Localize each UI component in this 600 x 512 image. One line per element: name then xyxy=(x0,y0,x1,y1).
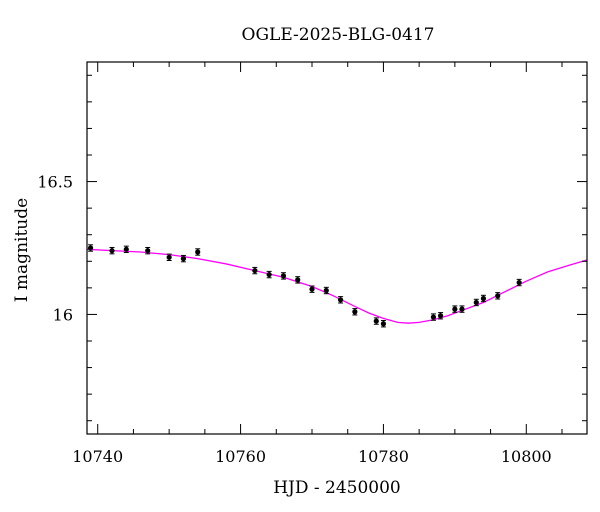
data-point xyxy=(380,320,387,328)
data-marker xyxy=(495,293,501,299)
data-marker xyxy=(480,295,487,302)
model-layer xyxy=(86,248,588,324)
y-axis-label: I magnitude xyxy=(12,198,32,302)
data-marker xyxy=(145,248,151,254)
ticks-layer xyxy=(87,62,587,434)
data-point xyxy=(495,292,501,300)
data-point xyxy=(280,272,287,280)
data-point xyxy=(145,246,151,255)
data-marker xyxy=(352,309,358,315)
data-point xyxy=(266,270,272,279)
data-marker xyxy=(295,277,301,283)
data-marker xyxy=(323,287,329,294)
data-marker xyxy=(252,267,258,274)
tick-labels: 10740 10760 10780 10800 16 16.5 xyxy=(37,173,551,466)
x-tick-label: 10780 xyxy=(358,447,409,466)
data-marker xyxy=(373,318,379,324)
data-point xyxy=(459,305,465,313)
data-point xyxy=(180,254,187,263)
data-point xyxy=(452,305,458,313)
data-point xyxy=(195,248,201,256)
x-tick-label: 10740 xyxy=(72,447,123,466)
x-tick-label: 10760 xyxy=(215,447,266,466)
data-marker xyxy=(516,279,522,286)
data-marker xyxy=(166,254,172,260)
data-point xyxy=(337,296,344,304)
data-point xyxy=(430,313,437,321)
data-marker xyxy=(180,256,187,262)
data-marker xyxy=(337,297,344,303)
data-point xyxy=(437,312,444,320)
data-point xyxy=(516,278,522,287)
points-layer xyxy=(87,244,522,328)
data-point xyxy=(373,317,379,325)
data-marker xyxy=(123,246,129,252)
data-point xyxy=(166,253,172,261)
y-tick-label: 16 xyxy=(53,305,73,324)
data-marker xyxy=(266,271,272,278)
data-point xyxy=(109,246,115,255)
data-point xyxy=(473,298,479,307)
data-point xyxy=(309,285,315,293)
data-marker xyxy=(430,314,437,320)
x-tick-label: 10800 xyxy=(501,447,552,466)
x-axis-label: HJD - 2450000 xyxy=(273,478,401,498)
data-marker xyxy=(109,248,115,254)
data-marker xyxy=(280,273,287,279)
data-marker xyxy=(452,306,458,312)
data-marker xyxy=(87,245,94,251)
y-tick-label: 16.5 xyxy=(37,173,73,192)
data-marker xyxy=(195,249,201,255)
data-point xyxy=(480,294,487,303)
data-marker xyxy=(309,286,315,292)
data-point xyxy=(352,308,358,316)
chart-title: OGLE-2025-BLG-0417 xyxy=(242,25,435,45)
data-point xyxy=(123,245,129,254)
data-marker xyxy=(459,306,465,312)
data-marker xyxy=(380,321,387,327)
data-point xyxy=(87,244,94,252)
data-point xyxy=(295,276,301,284)
data-point xyxy=(252,266,258,275)
data-point xyxy=(323,286,329,295)
data-marker xyxy=(437,313,444,319)
plot-frame xyxy=(86,61,588,435)
data-marker xyxy=(473,299,479,306)
model-curve xyxy=(86,248,588,324)
